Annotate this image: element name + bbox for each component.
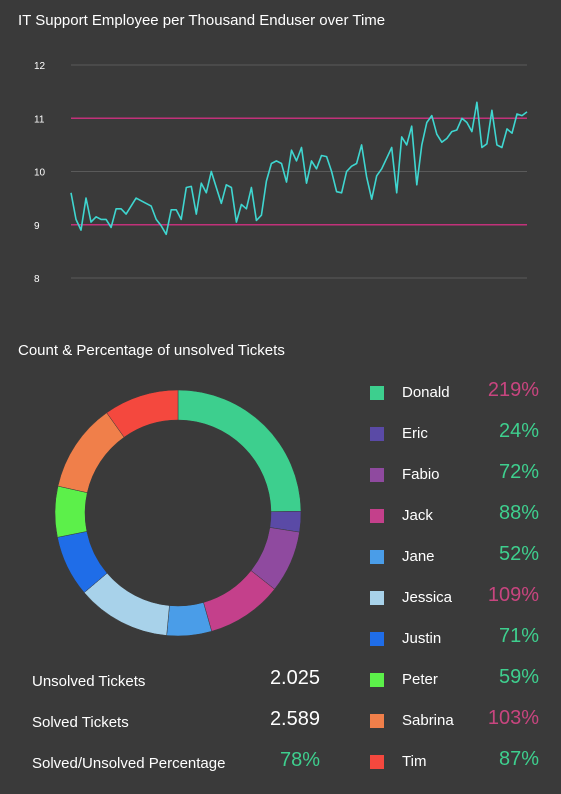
donut-slice-donald [178,390,301,512]
stat-label: Unsolved Tickets [32,673,145,690]
legend-item-eric: Eric 24% [370,413,545,454]
legend-percentage: 24% [499,420,539,443]
legend-percentage: 59% [499,666,539,689]
legend-item-donald: Donald 219% [370,372,545,413]
stat-row: Solved/Unsolved Percentage 78% [32,746,322,786]
legend-label: Jack [402,507,433,524]
legend-label: Jessica [402,589,452,606]
legend-label: Justin [402,630,441,647]
legend-percentage: 87% [499,748,539,771]
legend-percentage: 103% [488,707,539,730]
legend-swatch [370,632,384,646]
legend-swatch [370,509,384,523]
donut-slice-peter [55,486,87,537]
legend-percentage: 71% [499,625,539,648]
legend-percentage: 88% [499,502,539,525]
legend-label: Jane [402,548,435,565]
stat-value: 78% [280,749,320,772]
legend-label: Eric [402,425,428,442]
legend-percentage: 52% [499,543,539,566]
legend-item-sabrina: Sabrina 103% [370,700,545,741]
legend-swatch [370,386,384,400]
stat-value: 2.025 [270,667,320,690]
donut-slice-sabrina [58,413,124,493]
legend-item-tim: Tim 87% [370,741,545,782]
legend-label: Peter [402,671,438,688]
legend-item-jessica: Jessica 109% [370,577,545,618]
legend-percentage: 72% [499,461,539,484]
stat-value: 2.589 [270,708,320,731]
stat-label: Solved Tickets [32,714,129,731]
donut-slice-jane [167,602,212,636]
legend-swatch [370,673,384,687]
legend-swatch [370,550,384,564]
legend-percentage: 219% [488,379,539,402]
legend-percentage: 109% [488,584,539,607]
legend-item-fabio: Fabio 72% [370,454,545,495]
stat-row: Unsolved Tickets 2.025 [32,664,322,704]
legend-swatch [370,468,384,482]
legend-label: Fabio [402,466,440,483]
legend-swatch [370,714,384,728]
legend-item-peter: Peter 59% [370,659,545,700]
legend-swatch [370,755,384,769]
stat-label: Solved/Unsolved Percentage [32,755,225,772]
legend-swatch [370,591,384,605]
legend-item-justin: Justin 71% [370,618,545,659]
legend-label: Tim [402,753,426,770]
donut-slice-jessica [84,573,169,635]
legend-label: Donald [402,384,450,401]
legend-item-jack: Jack 88% [370,495,545,536]
legend-swatch [370,427,384,441]
stat-row: Solved Tickets 2.589 [32,705,322,745]
legend-label: Sabrina [402,712,454,729]
legend-item-jane: Jane 52% [370,536,545,577]
